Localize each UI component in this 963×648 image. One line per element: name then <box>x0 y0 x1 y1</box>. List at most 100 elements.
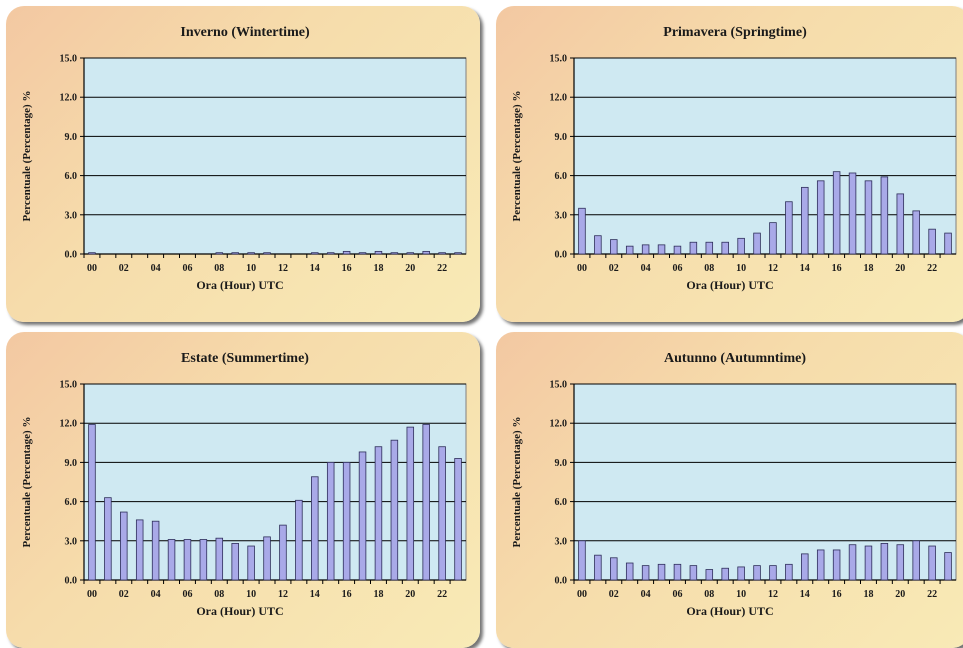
bar-hour-02 <box>610 239 618 255</box>
x-tick-label: 18 <box>863 589 873 600</box>
bar-hour-17 <box>358 252 367 255</box>
bar-hour-19 <box>390 439 399 581</box>
bar-hour-14 <box>801 553 809 581</box>
bar-hour-19 <box>880 176 889 255</box>
bar-hour-14 <box>801 186 809 255</box>
y-tick-label: 9.0 <box>555 132 568 143</box>
x-tick-label: 00 <box>577 589 587 600</box>
bar-hour-16 <box>832 171 841 255</box>
bar-hour-15 <box>326 252 335 255</box>
bar-hour-18 <box>374 250 383 255</box>
x-tick-label: 08 <box>214 263 224 274</box>
bar-hour-09 <box>721 567 729 581</box>
x-tick-label: 02 <box>609 589 619 600</box>
x-tick-label: 18 <box>373 263 383 274</box>
x-tick-label: 14 <box>310 263 320 274</box>
bar-hour-13 <box>785 563 793 581</box>
x-tick-label: 02 <box>119 589 129 600</box>
y-tick-label: 15.0 <box>60 54 78 65</box>
chart-panel-summer: Estate (Summertime) 0.0 3.0 6.0 9.0 12.0 15.0 0… <box>6 332 480 648</box>
bar-hour-02 <box>120 511 128 581</box>
x-axis-label: Ora (Hour) UTC <box>686 278 773 292</box>
y-tick-label: 12.0 <box>550 93 568 104</box>
bar-hour-23 <box>454 458 462 581</box>
bar-hour-11 <box>753 565 761 581</box>
bar-hour-03 <box>625 245 634 255</box>
bar-hour-06 <box>183 539 192 581</box>
x-tick-label: 20 <box>895 589 905 600</box>
chart-svg: Inverno (Wintertime) 0.0 3.0 6.0 9.0 12.0 15.0… <box>21 25 467 292</box>
y-tick-label: 6.0 <box>65 497 78 508</box>
y-tick-label: 15.0 <box>550 380 568 391</box>
bar-hour-20 <box>896 544 905 581</box>
x-tick-label: 10 <box>736 263 746 274</box>
x-tick-label: 12 <box>768 263 778 274</box>
bar-hour-03 <box>625 562 634 581</box>
y-tick-label: 9.0 <box>65 458 78 469</box>
chart-svg: Estate (Summertime) 0.0 3.0 6.0 9.0 12.0 15.0 0… <box>21 351 467 618</box>
y-tick-label: 12.0 <box>550 419 568 430</box>
plot-area <box>83 57 467 255</box>
x-tick-label: 22 <box>437 263 447 274</box>
x-tick-label: 06 <box>672 589 682 600</box>
bar-hour-04 <box>641 244 650 255</box>
x-tick-label: 16 <box>342 589 352 600</box>
x-tick-label: 20 <box>405 263 415 274</box>
bar-hour-19 <box>390 252 399 255</box>
x-tick-label: 10 <box>246 589 256 600</box>
bar-hour-00 <box>88 252 96 255</box>
y-tick-label: 3.0 <box>65 210 78 221</box>
x-axis-label: Ora (Hour) UTC <box>196 278 283 292</box>
y-axis-label: Percentuale (Percentage) % <box>511 91 523 222</box>
bar-hour-08 <box>705 241 714 255</box>
x-tick-label: 08 <box>704 263 714 274</box>
y-tick-label: 0.0 <box>555 250 568 261</box>
x-tick-label: 08 <box>214 589 224 600</box>
x-tick-label: 16 <box>832 263 842 274</box>
bar-hour-08 <box>215 537 224 581</box>
bar-hour-17 <box>848 544 857 581</box>
x-tick-label: 14 <box>800 263 810 274</box>
x-tick-label: 20 <box>895 263 905 274</box>
x-tick-label: 00 <box>577 263 587 274</box>
bar-hour-21 <box>422 250 430 255</box>
bar-hour-22 <box>438 446 446 581</box>
bar-hour-11 <box>753 232 761 255</box>
bar-hour-00 <box>578 207 586 255</box>
bar-hour-09 <box>231 543 239 581</box>
x-axis-label: Ora (Hour) UTC <box>196 604 283 618</box>
bar-hour-10 <box>737 566 745 581</box>
x-tick-label: 04 <box>641 263 651 274</box>
x-tick-label: 06 <box>182 263 192 274</box>
x-tick-label: 02 <box>609 263 619 274</box>
bar-hour-12 <box>769 222 777 255</box>
bar-hour-22 <box>438 252 446 255</box>
bar-hour-09 <box>721 241 729 255</box>
bar-hour-21 <box>912 210 920 255</box>
y-tick-label: 6.0 <box>65 171 78 182</box>
x-tick-label: 22 <box>927 263 937 274</box>
x-tick-label: 12 <box>278 589 288 600</box>
bar-hour-17 <box>848 172 857 255</box>
bar-hour-14 <box>311 476 319 581</box>
bar-hour-15 <box>816 180 825 255</box>
bar-hour-07 <box>689 565 698 581</box>
bar-hour-15 <box>326 461 335 581</box>
bar-hour-16 <box>342 461 351 581</box>
chart-title: Autunno (Autumntime) <box>664 351 806 366</box>
bar-hour-13 <box>785 201 793 255</box>
bar-hour-10 <box>737 237 745 255</box>
bar-hour-00 <box>578 540 586 581</box>
bar-hour-22 <box>928 545 936 581</box>
y-axis-label: Percentuale (Percentage) % <box>21 91 33 222</box>
bar-hour-09 <box>231 252 239 255</box>
y-tick-label: 0.0 <box>555 576 568 587</box>
y-tick-label: 9.0 <box>65 132 78 143</box>
bar-hour-08 <box>705 569 714 581</box>
bar-hour-18 <box>374 446 383 581</box>
x-tick-label: 18 <box>863 263 873 274</box>
x-tick-label: 10 <box>246 263 256 274</box>
chart-panel-winter: Inverno (Wintertime) 0.0 3.0 6.0 9.0 12.0 15.0… <box>6 6 480 322</box>
bar-hour-23 <box>944 552 952 581</box>
y-tick-label: 0.0 <box>65 250 78 261</box>
